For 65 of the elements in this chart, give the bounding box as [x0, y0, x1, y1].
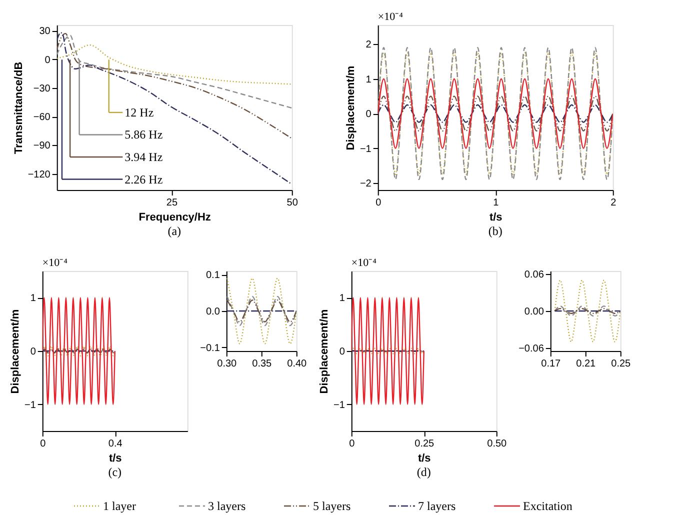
- y-tick-label: −60: [33, 112, 51, 124]
- y-tick-label: 0.1: [206, 270, 220, 282]
- y-tick-label: −2: [360, 178, 372, 190]
- text: (b): [488, 224, 502, 238]
- text: ×10⁻⁴: [42, 257, 68, 269]
- x-tick-label: 50: [286, 198, 298, 208]
- x-axis-title: t/s: [489, 212, 502, 224]
- text: (d): [416, 465, 431, 479]
- y-axis-title: Displacement/m: [318, 309, 330, 394]
- y-tick-label: −30: [33, 83, 51, 94]
- y-tick-label: 1: [366, 74, 372, 86]
- line-series: [56, 32, 292, 140]
- x-tick-label: 0.4: [108, 438, 123, 450]
- text: ×10⁻⁴: [351, 257, 377, 269]
- y-axis-title: Displacement/m: [344, 66, 357, 150]
- ref-line-label: 5.86 Hz: [124, 128, 163, 142]
- y-tick-label: 1: [30, 293, 36, 304]
- x-tick-label: 0: [376, 198, 382, 208]
- legend-label: 5 layers: [313, 499, 351, 513]
- y-tick-label: 0: [366, 109, 372, 120]
- legend-label: Excitation: [523, 499, 572, 513]
- y-axis-title: Transmittance/dB: [12, 62, 25, 154]
- y-tick-label: −0.1: [200, 342, 220, 354]
- legend-label: 1 layer: [103, 499, 136, 513]
- x-tick-label: 2: [610, 198, 617, 208]
- y-tick-label: 0: [44, 54, 51, 66]
- x-tick-label: 0.40: [287, 358, 308, 370]
- y-tick-label: −0.06: [518, 343, 544, 354]
- x-tick-label: 25: [166, 198, 178, 208]
- ref-line-label: 3.94 Hz: [124, 150, 163, 164]
- y-tick-label: −120: [28, 169, 51, 180]
- text: (c): [108, 465, 122, 479]
- y-tick-label: 0.06: [524, 270, 544, 281]
- legend-label: 7 layers: [418, 499, 456, 513]
- y-axis-title: Displacement/m: [9, 309, 22, 394]
- y-tick-label: −1: [360, 144, 372, 155]
- ref-line-label: 12 Hz: [124, 105, 154, 120]
- text: ×10⁻⁴: [378, 11, 404, 23]
- x-tick-label: 0.25: [414, 438, 435, 450]
- y-tick-label: 0: [30, 346, 36, 358]
- x-tick-label: 0.50: [487, 438, 508, 450]
- y-tick-label: −1: [24, 400, 36, 411]
- y-tick-label: −1: [333, 400, 346, 411]
- x-axis-title: t/s: [108, 452, 122, 464]
- x-tick-label: 0.30: [217, 358, 238, 370]
- x-tick-label: 0.21: [576, 358, 596, 370]
- y-tick-label: 1: [339, 293, 346, 304]
- x-tick-label: 0.35: [252, 358, 272, 370]
- y-tick-label: 0.0: [206, 306, 220, 318]
- ref-line-label: 2.26 Hz: [124, 172, 163, 186]
- x-axis-title: Frequency/Hz: [138, 212, 212, 224]
- x-tick-label: 0.25: [611, 358, 632, 370]
- x-axis-title: t/s: [418, 452, 431, 464]
- line-series: [56, 44, 292, 85]
- text: (a): [168, 224, 182, 238]
- y-tick-label: 0.00: [524, 306, 544, 318]
- y-tick-label: 2: [366, 40, 372, 51]
- x-tick-label: 0.17: [541, 358, 562, 370]
- y-tick-label: 0: [339, 346, 346, 358]
- y-tick-label: −90: [33, 140, 51, 152]
- y-tick-label: 30: [39, 26, 51, 38]
- legend-label: 3 layers: [208, 499, 246, 513]
- x-tick-label: 0: [349, 438, 356, 450]
- line-series: [56, 32, 292, 185]
- x-tick-label: 1: [493, 198, 500, 208]
